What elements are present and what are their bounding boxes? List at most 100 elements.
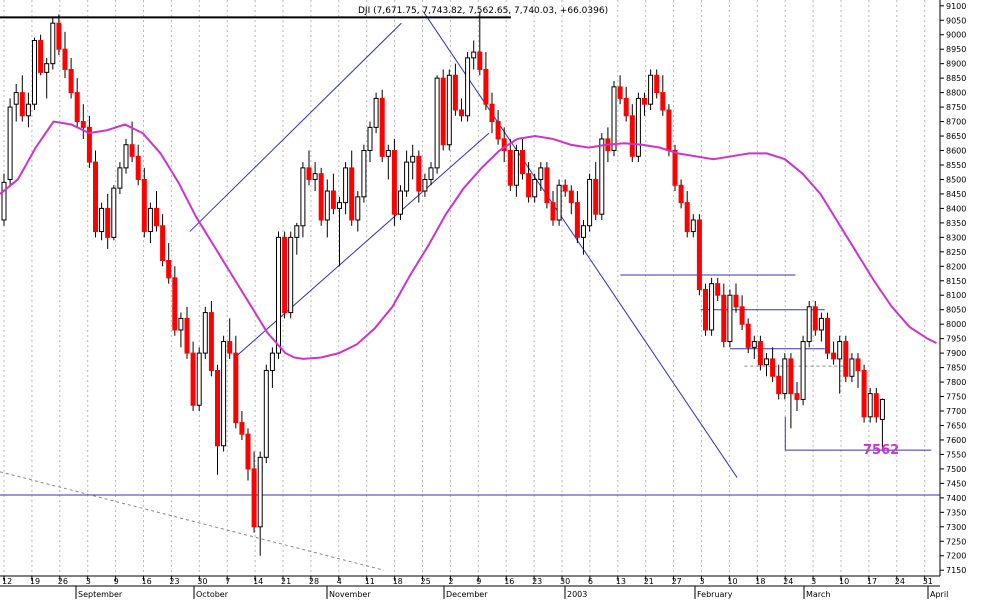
candle-body [367,126,373,152]
candle-body [678,184,684,204]
y-tick-label: 9100 [946,2,966,11]
candle-body [788,358,794,395]
candle-body [44,63,50,73]
y-tick-label: 7400 [946,494,966,503]
candle-body [770,358,776,377]
x-tick-label: 31 [923,577,933,586]
candle-body [324,190,330,221]
candle-body [764,358,769,366]
candle-body [544,167,550,204]
y-tick-label: 8600 [946,147,966,156]
y-tick-label: 7350 [946,508,966,517]
x-tick-label: 28 [309,577,319,586]
candle-body [373,97,379,128]
candle-body [117,167,123,189]
y-tick-label: 7650 [946,421,966,430]
x-tick-label: 13 [616,577,626,586]
x-tick-label: 19 [30,577,40,586]
x-tick-label: 27 [672,577,682,586]
candle-body [642,97,647,105]
dotted-line [0,471,385,571]
candle-body [562,184,568,192]
y-tick-label: 8000 [946,320,966,329]
candle-body [391,150,397,215]
x-tick-label: 25 [421,577,431,586]
candle-body [843,341,849,377]
candle-body [568,190,574,204]
y-tick-label: 7450 [946,479,966,488]
x-tick-label: 7 [225,577,230,586]
candle-body [818,317,824,331]
x-tick-label: 4 [337,577,342,586]
candle-body [166,260,172,279]
candle-body [672,150,678,186]
y-tick-label: 8500 [946,175,966,184]
candle-body [855,358,861,371]
candle-body [873,393,879,418]
candle-body [782,358,788,395]
x-tick-label: 3 [811,577,816,586]
y-tick-label: 8650 [946,132,966,141]
candle-body [837,341,843,360]
candle-body [337,202,342,209]
x-tick-label: 12 [2,577,12,586]
candle-body [330,190,336,209]
candle-body [50,22,56,65]
x-tick-label: 9 [114,577,119,586]
candle-body [776,375,782,395]
x-tick-label: 3 [86,577,91,586]
x-tick-label: 23 [169,577,179,586]
candle-body [507,150,513,186]
candle-body [257,456,263,528]
x-tick-label: 24 [895,577,905,586]
candle-body [385,150,391,157]
y-tick-label: 8300 [946,233,966,242]
candle-body [276,236,281,354]
candle-body [574,202,580,238]
candle-body [19,92,25,117]
candle-body [32,40,37,105]
y-tick-label: 8200 [946,262,966,271]
candle-body [410,155,416,163]
x-tick-label: 17 [867,577,877,586]
candle-body [184,317,190,354]
candle-body [635,97,641,157]
trendline [422,11,738,478]
candle-body [513,150,519,186]
candle-body [68,68,74,94]
y-tick-label: 8150 [946,277,966,286]
candle-body [416,155,422,192]
candle-body [105,207,111,238]
y-tick-label: 8900 [946,60,966,69]
candle-body [794,393,800,400]
candle-body [611,86,617,152]
candle-body [489,103,495,123]
x-tick-label: 16 [504,577,514,586]
grid-lines [3,0,926,576]
candle-body [172,277,178,331]
x-tick-label: 18 [393,577,403,586]
x-month-label: November [329,590,371,599]
candle-body [269,352,275,371]
y-tick-label: 7700 [946,407,966,416]
candle-body [477,51,483,70]
candlesticks [1,11,885,556]
candle-body [294,225,300,238]
price-annotation: 7562 [863,443,899,458]
y-tick-label: 8400 [946,204,966,213]
candle-body [135,155,141,180]
candle-body [459,109,464,117]
moving-average-line [0,120,937,360]
candle-body [654,74,660,94]
candle-body [861,369,867,418]
candle-body [404,161,410,192]
candle-body [751,341,757,348]
x-month-label: March [806,590,830,599]
candle-body [684,202,690,233]
candle-body [196,352,202,406]
x-tick-label: 9 [476,577,481,586]
candle-body [660,92,666,111]
y-tick-label: 7250 [946,537,966,546]
candle-body [452,74,458,111]
candle-body [556,184,562,221]
